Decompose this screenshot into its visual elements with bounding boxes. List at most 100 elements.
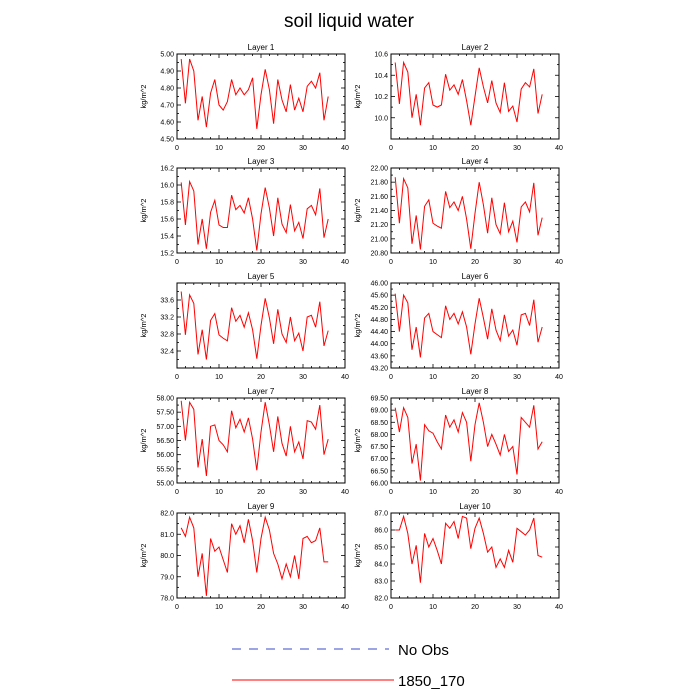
x-tick-label: 10 <box>429 604 437 611</box>
y-tick-label: 84.0 <box>374 562 388 569</box>
panel-title: Layer 2 <box>462 43 489 52</box>
y-tick-label: 15.6 <box>160 217 174 224</box>
y-tick-label: 10.6 <box>374 52 388 59</box>
x-tick-label: 10 <box>215 374 223 381</box>
y-tick-label: 55.50 <box>156 466 174 473</box>
x-tick-label: 20 <box>471 145 479 152</box>
y-tick-label: 20.80 <box>370 251 388 258</box>
legend-label-no-obs: No Obs <box>398 642 449 659</box>
x-tick-label: 30 <box>513 489 521 496</box>
y-tick-label: 44.80 <box>370 317 388 324</box>
x-tick-label: 20 <box>257 374 265 381</box>
x-tick-label: 40 <box>555 374 563 381</box>
y-tick-label: 33.6 <box>160 298 174 305</box>
y-tick-label: 82.0 <box>160 511 174 518</box>
y-tick-label: 79.0 <box>160 574 174 581</box>
y-tick-label: 21.40 <box>370 208 388 215</box>
x-tick-label: 20 <box>471 259 479 266</box>
y-tick-label: 57.00 <box>156 424 174 431</box>
x-tick-label: 30 <box>299 145 307 152</box>
y-tick-label: 21.60 <box>370 194 388 201</box>
series-line-1850-170 <box>394 176 543 250</box>
y-tick-label: 81.0 <box>160 532 174 539</box>
panel-layer-2: Layer 2 0 10 20 30 40 10.0 10.2 10.4 10.6 kg/m^2 <box>353 43 563 152</box>
x-tick-label: 0 <box>175 259 179 266</box>
y-tick-label: 67.50 <box>370 444 388 451</box>
panel-title: Layer 9 <box>248 502 275 511</box>
x-tick-label: 10 <box>215 259 223 266</box>
x-tick-label: 0 <box>389 604 393 611</box>
series-line-1850-170 <box>394 293 543 358</box>
y-tick-label: 68.00 <box>370 432 388 439</box>
x-tick-label: 20 <box>471 489 479 496</box>
y-tick-label: 32.8 <box>160 332 174 339</box>
x-tick-label: 10 <box>215 604 223 611</box>
y-tick-label: 55.00 <box>156 481 174 488</box>
x-tick-label: 20 <box>471 374 479 381</box>
y-tick-label: 56.50 <box>156 438 174 445</box>
x-tick-label: 10 <box>429 259 437 266</box>
y-tick-label: 4.80 <box>160 86 174 93</box>
figure-title: soil liquid water <box>284 11 415 32</box>
y-tick-label: 68.50 <box>370 420 388 427</box>
y-axis-label: kg/m^2 <box>353 199 362 223</box>
y-tick-label: 78.0 <box>160 596 174 603</box>
panel-layer-4: Layer 4 0 10 20 30 40 20.80 21.00 21.20 21.40 21.6… <box>353 157 563 266</box>
y-axis-label: kg/m^2 <box>139 544 148 568</box>
series-line-1850-170 <box>180 58 329 129</box>
x-tick-label: 30 <box>299 604 307 611</box>
x-tick-label: 0 <box>175 604 179 611</box>
x-tick-label: 20 <box>471 604 479 611</box>
panel-layer-8: Layer 8 0 10 20 30 40 66.00 66.50 67.00 67.50 68.0… <box>353 387 563 496</box>
x-tick-label: 0 <box>389 145 393 152</box>
x-tick-label: 10 <box>429 145 437 152</box>
y-tick-label: 33.2 <box>160 315 174 322</box>
y-tick-label: 4.50 <box>160 137 174 144</box>
y-tick-label: 43.20 <box>370 366 388 373</box>
panel-layer-9: Layer 9 0 10 20 30 40 78.0 79.0 80.0 81.0 82.0 kg/m… <box>139 502 349 611</box>
panel-title: Layer 10 <box>459 502 491 511</box>
x-tick-label: 40 <box>341 145 349 152</box>
x-tick-label: 0 <box>389 374 393 381</box>
y-tick-label: 57.50 <box>156 410 174 417</box>
x-tick-label: 40 <box>555 259 563 266</box>
x-tick-label: 0 <box>175 489 179 496</box>
panel-title: Layer 5 <box>248 272 275 281</box>
x-tick-label: 30 <box>299 259 307 266</box>
series-line-1850-170 <box>395 514 543 583</box>
x-tick-label: 0 <box>389 259 393 266</box>
x-tick-label: 20 <box>257 489 265 496</box>
y-tick-label: 44.40 <box>370 329 388 336</box>
panel-title: Layer 3 <box>248 157 275 166</box>
plot-frame <box>176 167 346 254</box>
series-line-1850-170 <box>180 179 329 251</box>
y-tick-label: 10.0 <box>374 115 388 122</box>
x-tick-label: 0 <box>389 489 393 496</box>
x-tick-label: 10 <box>429 489 437 496</box>
series-line-1850-170 <box>394 60 543 126</box>
panel-title: Layer 8 <box>462 387 489 396</box>
legend-label-1850-170: 1850_170 <box>398 673 465 690</box>
y-tick-label: 15.8 <box>160 200 174 207</box>
series-line-1850-170 <box>180 400 329 476</box>
y-tick-label: 4.70 <box>160 103 174 110</box>
y-axis-label: kg/m^2 <box>139 429 148 453</box>
y-tick-label: 56.00 <box>156 452 174 459</box>
x-tick-label: 20 <box>257 604 265 611</box>
y-tick-label: 66.00 <box>370 481 388 488</box>
panels-grid: Layer 10 10 20 30 404.504.604.704.804.905.00… <box>139 43 563 611</box>
y-axis-label: kg/m^2 <box>139 199 148 223</box>
y-tick-label: 22.00 <box>370 166 388 173</box>
x-tick-label: 40 <box>341 604 349 611</box>
y-tick-label: 10.2 <box>374 94 388 101</box>
panel-layer-6: Layer 6 0 10 20 30 40 43.20 43.60 44.00 44.40 44.8… <box>353 272 563 381</box>
y-tick-label: 16.2 <box>160 166 174 173</box>
x-tick-label: 10 <box>429 374 437 381</box>
y-tick-label: 4.90 <box>160 69 174 76</box>
y-tick-label: 67.00 <box>370 456 388 463</box>
x-tick-label: 20 <box>257 259 265 266</box>
x-tick-label: 30 <box>299 374 307 381</box>
x-tick-label: 20 <box>257 145 265 152</box>
panel-layer-3: Layer 3 0 10 20 30 40 15.2 15.4 15.6 15.8 16.0 16.2… <box>139 157 349 266</box>
y-tick-label: 45.60 <box>370 293 388 300</box>
